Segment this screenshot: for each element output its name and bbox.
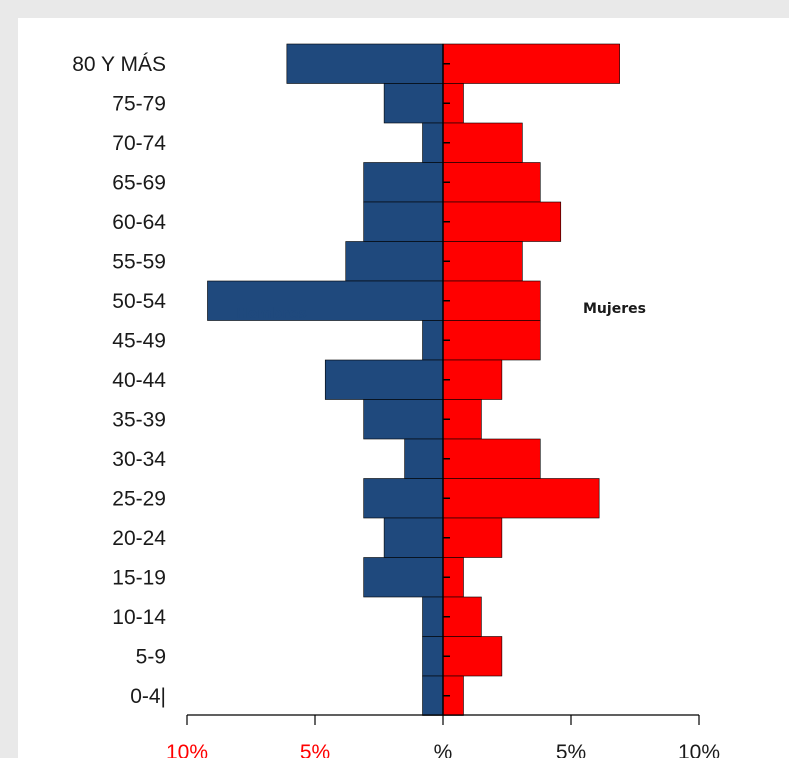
bar-hombres	[422, 596, 444, 637]
bar-mujeres	[442, 122, 523, 163]
age-group-label: 25-29	[112, 487, 166, 510]
bar-hombres	[383, 517, 444, 558]
bar-hombres	[383, 83, 444, 124]
bar-hombres	[404, 438, 444, 479]
bar-mujeres	[442, 478, 600, 519]
bar-mujeres	[442, 320, 541, 361]
series-label-hombres: Hombres	[236, 306, 307, 322]
x-tick-label: 5%	[556, 741, 586, 758]
female-bars	[442, 43, 620, 716]
bar-hombres	[363, 162, 444, 203]
age-group-label: 5-9	[136, 645, 166, 668]
age-group-label: 20-24	[112, 527, 166, 550]
age-group-label: 0-4|	[130, 685, 166, 708]
bar-mujeres	[442, 43, 620, 84]
age-group-label: 15-19	[112, 566, 166, 589]
bar-hombres	[363, 478, 444, 519]
bar-mujeres	[442, 517, 503, 558]
population-pyramid: 80 Y MÁS 75-79 70-74 65-69 60-64 55-59 50-54 45…	[72, 43, 720, 758]
bar-mujeres	[442, 201, 562, 242]
age-group-labels: 80 Y MÁS 75-79 70-74 65-69 60-64 55-59 50-54 45…	[72, 53, 166, 708]
bar-hombres	[422, 675, 444, 716]
bar-hombres	[422, 636, 444, 677]
x-tick-label: 10%	[166, 741, 208, 758]
age-group-label: 60-64	[112, 211, 166, 234]
bar-mujeres	[442, 438, 541, 479]
age-group-label: 45-49	[112, 329, 166, 352]
age-group-label: 80 Y MÁS	[72, 53, 166, 76]
age-group-label: 50-54	[112, 290, 166, 313]
chart-frame: 80 Y MÁS 75-79 70-74 65-69 60-64 55-59 50-54 45…	[18, 18, 789, 758]
bar-hombres	[363, 557, 444, 598]
bar-hombres	[363, 201, 444, 242]
bar-hombres	[286, 43, 444, 84]
age-group-label: 65-69	[112, 171, 166, 194]
age-group-label: 75-79	[112, 92, 166, 115]
bar-hombres	[363, 399, 444, 440]
center-axis-ticks	[443, 63, 450, 697]
x-tick-label: 5%	[300, 741, 330, 758]
bar-mujeres	[442, 162, 541, 203]
series-label-mujeres: Mujeres	[583, 301, 646, 317]
age-group-label: 10-14	[112, 606, 166, 629]
bar-hombres	[422, 122, 444, 163]
age-group-label: 55-59	[112, 250, 166, 273]
bar-hombres	[345, 241, 444, 282]
bar-hombres	[324, 359, 444, 400]
x-tick-label: 10%	[678, 741, 720, 758]
bar-mujeres	[442, 359, 503, 400]
age-group-label: 30-34	[112, 448, 166, 471]
bar-mujeres	[442, 636, 503, 677]
male-bars	[207, 43, 444, 716]
age-group-label: 40-44	[112, 369, 166, 392]
age-group-label: 35-39	[112, 408, 166, 431]
age-group-label: 70-74	[112, 132, 166, 155]
bar-hombres	[207, 280, 444, 321]
x-tick-label: %	[434, 741, 453, 758]
bar-mujeres	[442, 241, 523, 282]
bar-mujeres	[442, 280, 541, 321]
x-axis: 10% 5%% 5% 10%	[166, 714, 720, 758]
bar-hombres	[422, 320, 444, 361]
